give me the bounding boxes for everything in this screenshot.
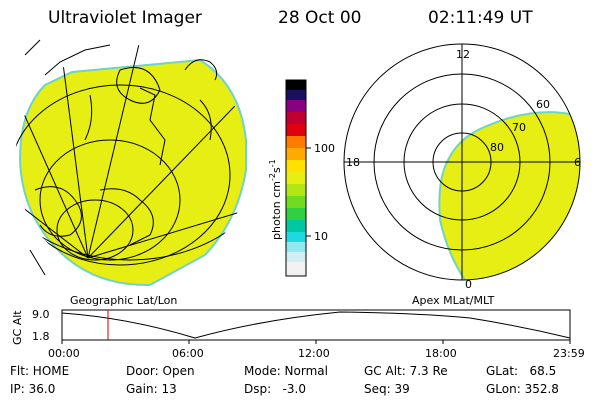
colorbar-tick-100: 100	[314, 142, 335, 155]
mlt-18-label: 18	[346, 156, 360, 169]
apex-label: Apex MLat/MLT	[412, 294, 495, 307]
status-glat: GLat: 68.5	[486, 364, 557, 378]
status-door: Door: Open	[126, 364, 195, 378]
status-glon: GLon: 352.8	[486, 382, 559, 396]
altitude-curve	[61, 311, 571, 339]
colorbar	[285, 79, 311, 277]
xtick-0: 00:00	[48, 347, 80, 360]
status-seq: Seq: 39	[364, 382, 410, 396]
date-label: 28 Oct 00	[278, 8, 362, 28]
status-mode: Mode: Normal	[244, 364, 328, 378]
polar-grid	[343, 43, 581, 281]
altitude-ylabel: GC Alt	[11, 310, 24, 345]
status-gc-alt: GC Alt: 7.3 Re	[364, 364, 448, 378]
status-dsp: Dsp: -3.0	[244, 382, 307, 396]
colorbar-tick-10: 10	[314, 230, 328, 243]
svg-text:photon cm-2s-1: photon cm-2s-1	[268, 159, 283, 240]
geographic-label: Geographic Lat/Lon	[70, 294, 178, 307]
coastlines	[24, 39, 218, 276]
time-label: 02:11:49 UT	[428, 8, 533, 28]
mlt-0-label: 0	[465, 278, 472, 291]
mlat-80-label: 80	[490, 141, 504, 154]
mlat-70-label: 70	[512, 121, 526, 134]
instrument-title: Ultraviolet Imager	[48, 8, 202, 28]
xtick-3: 18:00	[425, 347, 457, 360]
status-flight: Flt: HOME	[10, 364, 70, 378]
polar-plot: 12 18 6 0 60 70 80	[343, 43, 581, 291]
svg-text:GC Alt: GC Alt	[11, 310, 24, 345]
altitude-ytick-bottom: 1.8	[32, 330, 50, 343]
mlat-60-label: 60	[536, 98, 550, 111]
geographic-image	[15, 39, 249, 287]
geographic-grid	[15, 45, 249, 266]
xtick-2: 12:00	[298, 347, 330, 360]
xtick-4: 23:59	[553, 347, 585, 360]
polar-image	[438, 111, 580, 280]
status-ip: IP: 36.0	[10, 382, 56, 396]
altitude-ytick-top: 9.0	[32, 308, 50, 321]
mlt-12-label: 12	[456, 48, 470, 61]
colorbar-unit-label: photon cm-2s-1	[268, 159, 283, 240]
mlt-6-label: 6	[574, 156, 581, 169]
status-gain: Gain: 13	[126, 382, 177, 396]
altitude-plot	[61, 309, 571, 344]
xtick-1: 06:00	[172, 347, 204, 360]
